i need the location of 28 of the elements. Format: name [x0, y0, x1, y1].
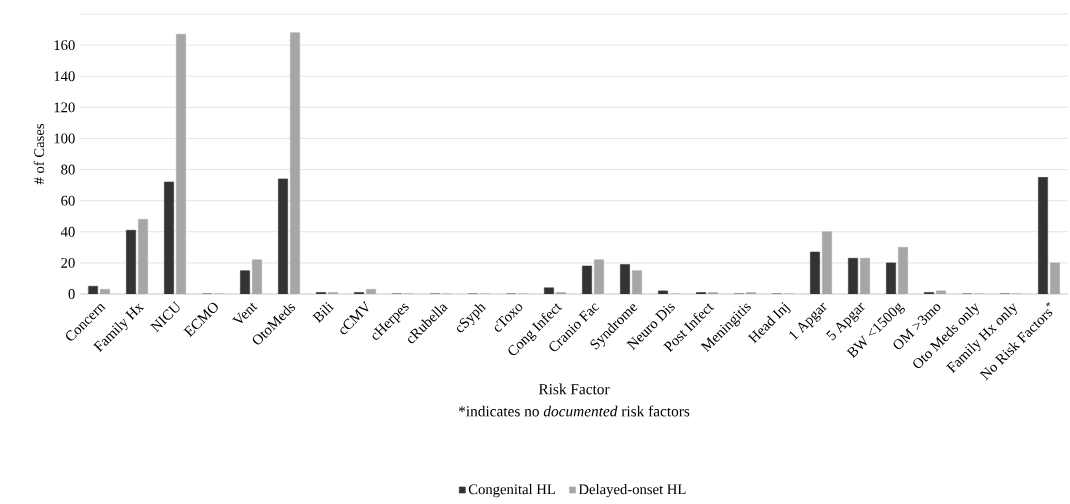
y-axis-title: # of Cases	[33, 123, 45, 185]
bar	[366, 289, 376, 294]
legend-label: Congenital HL	[468, 483, 555, 498]
text: *indicates no documented risk factors	[458, 405, 690, 417]
bar	[822, 231, 832, 294]
bar	[936, 290, 946, 294]
bar	[860, 257, 870, 294]
x-axis-title: Risk Factor	[538, 383, 610, 395]
bar	[290, 32, 300, 294]
bar	[898, 247, 908, 294]
y-tick-label: 120	[54, 102, 75, 113]
bar	[1050, 262, 1060, 294]
bar	[252, 259, 262, 294]
bar	[176, 33, 186, 294]
bar	[100, 289, 110, 294]
y-tick-label: 40	[60, 226, 75, 237]
y-tick-label: 0	[68, 289, 75, 299]
bar	[632, 270, 642, 294]
y-tick-label: 160	[54, 40, 75, 51]
y-tick-label: 20	[61, 257, 75, 268]
y-tick-label: 100	[54, 133, 75, 144]
y-tick-label: 80	[61, 164, 75, 175]
bar	[594, 259, 604, 294]
bar	[138, 219, 148, 294]
y-tick-label: 60	[61, 195, 75, 206]
legend-label: Delayed-onset HL	[578, 483, 686, 498]
x-tick-label: Bili	[312, 302, 334, 324]
y-tick-label: 140	[54, 71, 75, 82]
